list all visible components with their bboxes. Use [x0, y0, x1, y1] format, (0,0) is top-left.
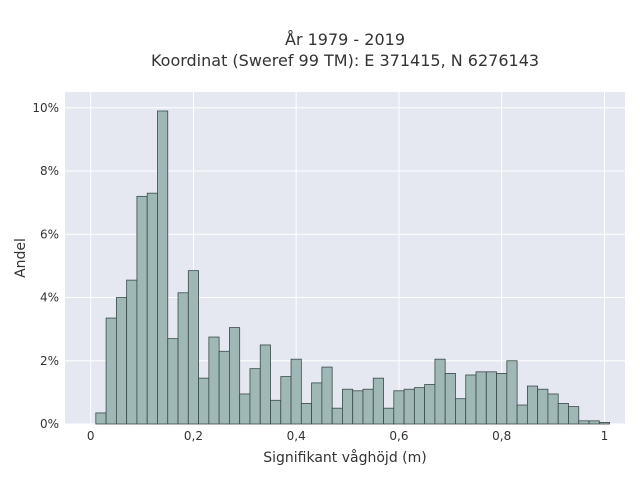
- histogram-bar: [290, 358, 302, 425]
- histogram-bar: [187, 270, 199, 425]
- x-axis-title: Signifikant våghöjd (m): [263, 449, 426, 466]
- x-tick-label: 0,2: [184, 429, 203, 443]
- histogram-bar: [444, 373, 456, 425]
- histogram-bar: [300, 403, 313, 425]
- histogram-bar: [424, 384, 436, 425]
- histogram-bar: [280, 376, 292, 425]
- histogram-bar: [372, 377, 384, 425]
- histogram-bar: [321, 366, 333, 425]
- histogram-bar: [393, 390, 405, 425]
- histogram-bar: [126, 279, 138, 425]
- histogram-bar: [557, 403, 569, 425]
- histogram-bar: [208, 336, 220, 425]
- histogram-bar: [588, 420, 600, 425]
- x-tick-label: 0,6: [389, 429, 408, 443]
- histogram-bar: [311, 382, 323, 425]
- histogram-bar: [229, 327, 241, 425]
- y-tick-label: 2%: [40, 354, 59, 368]
- x-tick-label: 0,8: [492, 429, 511, 443]
- histogram-bar: [496, 373, 508, 425]
- y-axis-title: Andel: [13, 238, 29, 278]
- y-tick-label: 8%: [40, 164, 59, 178]
- histogram-bar: [198, 377, 210, 425]
- histogram-bar: [157, 110, 169, 425]
- histogram-bar: [434, 358, 446, 425]
- histogram-bar: [167, 338, 179, 425]
- histogram-bar: [342, 388, 354, 425]
- histogram-bar: [485, 371, 497, 425]
- histogram-bar: [537, 388, 549, 425]
- bars-layer: [95, 110, 610, 425]
- histogram-bar: [115, 297, 128, 425]
- histogram-bar: [547, 393, 559, 425]
- histogram-bar: [105, 317, 117, 425]
- histogram-bar: [362, 388, 374, 425]
- histogram-bar: [465, 374, 477, 425]
- chart-title-line-2: Koordinat (Sweref 99 TM): E 371415, N 62…: [151, 51, 539, 70]
- histogram-bar: [352, 390, 364, 425]
- x-tick-label: 0,4: [287, 429, 306, 443]
- histogram-bar: [331, 407, 343, 425]
- histogram-bar: [259, 344, 271, 425]
- y-tick-label: 4%: [40, 291, 59, 305]
- histogram-bar: [568, 406, 580, 425]
- y-tick-labels: 0% 2% 4% 6% 8% 10%: [32, 101, 59, 431]
- histogram-bar: [239, 393, 251, 425]
- histogram-bar: [506, 360, 518, 425]
- histogram-bar: [270, 399, 282, 425]
- histogram-bar: [249, 368, 261, 425]
- histogram-bar: [526, 385, 539, 425]
- histogram-bar: [383, 407, 395, 425]
- y-tick-label: 10%: [32, 101, 59, 115]
- histogram-bar: [516, 404, 528, 425]
- histogram-bar: [403, 388, 415, 425]
- histogram-bar: [177, 292, 189, 425]
- x-tick-label: 1: [601, 429, 609, 443]
- histogram-bar: [136, 195, 148, 425]
- histogram-bar: [413, 387, 426, 425]
- chart-title-line-1: År 1979 - 2019: [285, 30, 405, 49]
- y-tick-label: 0%: [40, 417, 59, 431]
- histogram-bar: [455, 398, 467, 425]
- histogram-bar: [146, 192, 158, 425]
- y-tick-label: 6%: [40, 227, 59, 241]
- histogram-bar: [218, 350, 230, 425]
- histogram-bar: [95, 412, 107, 425]
- histogram-bar: [578, 420, 590, 425]
- histogram-bar: [475, 371, 487, 425]
- x-tick-label: 0: [87, 429, 95, 443]
- x-tick-labels: 0 0,2 0,4 0,6 0,8 1: [87, 429, 608, 443]
- histogram-bar: [598, 422, 610, 425]
